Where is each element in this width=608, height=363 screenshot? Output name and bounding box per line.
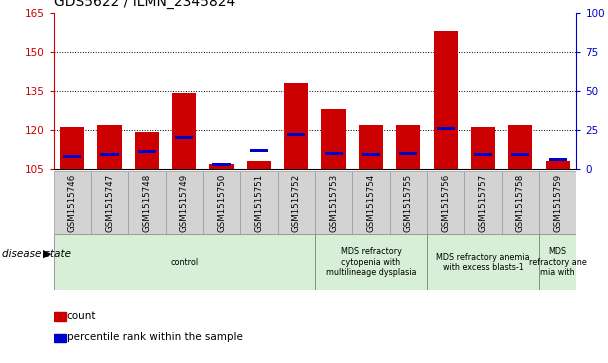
Text: GSM1515748: GSM1515748 [142,174,151,232]
Bar [100,153,119,156]
Bar [434,31,458,169]
Bar [325,152,343,155]
Text: GSM1515757: GSM1515757 [478,174,488,232]
Bar [165,171,203,234]
Bar [352,171,390,234]
Bar [315,171,352,234]
Bar [247,161,271,169]
Bar [138,150,156,153]
Bar [209,164,233,169]
Text: GSM1515752: GSM1515752 [292,174,301,232]
Text: percentile rank within the sample: percentile rank within the sample [66,333,243,342]
Bar [287,133,305,136]
Bar [284,83,308,169]
Text: control: control [170,258,198,267]
Bar [54,334,66,342]
Text: GSM1515751: GSM1515751 [254,174,263,232]
Text: GSM1515755: GSM1515755 [404,174,413,232]
Bar [212,163,230,166]
Bar [539,234,576,290]
Bar [362,153,380,156]
Bar [511,153,530,156]
Bar [548,158,567,161]
Bar [399,152,418,155]
Bar [172,93,196,169]
Bar [278,171,315,234]
Bar [128,171,165,234]
Bar [60,127,85,169]
Text: MDS
refractory ane
mia with: MDS refractory ane mia with [529,247,587,277]
Bar [97,125,122,169]
Bar [359,125,383,169]
Bar [91,171,128,234]
Text: GSM1515753: GSM1515753 [329,174,338,232]
Text: GSM1515750: GSM1515750 [217,174,226,232]
Bar [539,171,576,234]
Text: MDS refractory
cytopenia with
multilineage dysplasia: MDS refractory cytopenia with multilinea… [326,247,416,277]
Bar [315,234,427,290]
Bar [63,155,81,158]
Bar [390,171,427,234]
Text: GSM1515758: GSM1515758 [516,174,525,232]
Bar [54,171,91,234]
Bar [54,312,66,321]
Text: MDS refractory anemia
with excess blasts-1: MDS refractory anemia with excess blasts… [436,253,530,272]
Text: GSM1515746: GSM1515746 [67,174,77,232]
Bar [502,171,539,234]
Bar [427,171,465,234]
Text: ▶: ▶ [43,249,52,259]
Text: count: count [66,311,96,321]
Text: GSM1515749: GSM1515749 [180,174,188,232]
Bar [508,125,533,169]
Bar [427,234,539,290]
Bar [396,125,421,169]
Bar [135,132,159,169]
Bar [474,153,492,156]
Bar [175,136,193,139]
Bar [437,127,455,130]
Text: disease state: disease state [2,249,71,259]
Text: GDS5622 / ILMN_2345824: GDS5622 / ILMN_2345824 [54,0,235,9]
Bar [54,234,315,290]
Bar [240,171,278,234]
Bar [545,161,570,169]
Bar [250,148,268,152]
Text: GSM1515756: GSM1515756 [441,174,450,232]
Text: GSM1515747: GSM1515747 [105,174,114,232]
Text: GSM1515754: GSM1515754 [367,174,376,232]
Bar [203,171,240,234]
Bar [471,127,495,169]
Bar [322,109,346,169]
Text: GSM1515759: GSM1515759 [553,174,562,232]
Bar [465,171,502,234]
